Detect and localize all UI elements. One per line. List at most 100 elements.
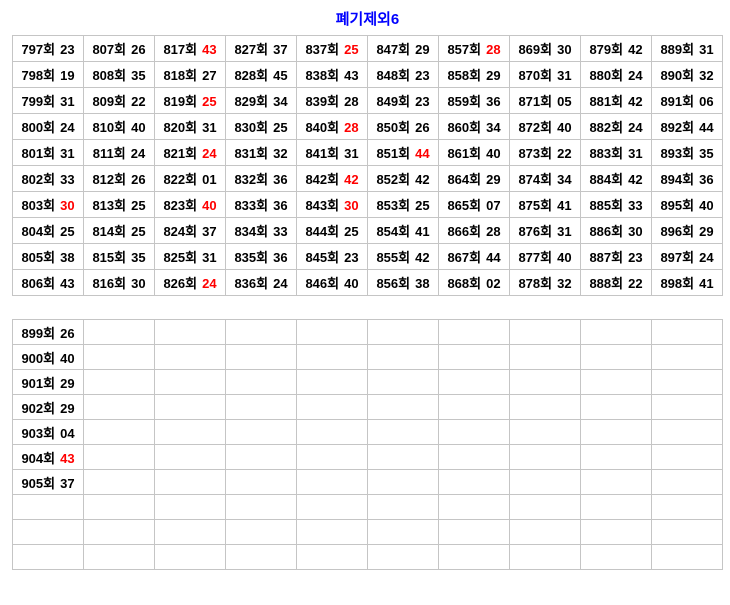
draw-number-label: 824회 (163, 224, 198, 239)
draw-value: 22 (628, 276, 643, 291)
empty-cell (651, 344, 723, 370)
draw-cell: 830회 25 (225, 113, 297, 140)
draw-number-label: 814회 (92, 224, 127, 239)
draw-number-label: 853회 (376, 198, 411, 213)
empty-cell (154, 469, 226, 495)
empty-cell (651, 544, 723, 570)
draw-value: 32 (273, 146, 288, 161)
draw-cell: 888회 22 (580, 269, 652, 296)
draw-cell: 825회 31 (154, 243, 226, 270)
empty-cell (83, 319, 155, 345)
draw-number-label: 860회 (447, 120, 482, 135)
draw-cell: 866회 28 (438, 217, 510, 244)
empty-cell (651, 444, 723, 470)
draw-number-label: 839회 (305, 94, 340, 109)
empty-cell (154, 394, 226, 420)
draw-cell: 887회 23 (580, 243, 652, 270)
draw-cell: 873회 22 (509, 139, 581, 166)
empty-cell (83, 394, 155, 420)
draw-cell: 817회 43 (154, 35, 226, 62)
draw-cell: 882회 24 (580, 113, 652, 140)
draw-number-label: 866회 (447, 224, 482, 239)
draw-number-label: 881회 (589, 94, 624, 109)
draw-cell: 864회 29 (438, 165, 510, 192)
empty-cell (225, 469, 297, 495)
draw-cell: 820회 31 (154, 113, 226, 140)
draw-cell: 883회 31 (580, 139, 652, 166)
empty-cell (296, 394, 368, 420)
draw-cell: 868회 02 (438, 269, 510, 296)
empty-cell (154, 369, 226, 395)
draw-value: 35 (131, 68, 146, 83)
empty-cell (580, 394, 652, 420)
draw-number-label: 815회 (92, 250, 127, 265)
draw-cell: 821회 24 (154, 139, 226, 166)
draw-cell: 826회 24 (154, 269, 226, 296)
draw-cell: 849회 23 (367, 87, 439, 114)
draw-value: 29 (486, 68, 501, 83)
table-row: 901회 29 (12, 369, 723, 395)
draw-cell: 850회 26 (367, 113, 439, 140)
draw-number-label: 880회 (589, 68, 624, 83)
draw-value: 26 (60, 325, 75, 341)
empty-cell (367, 344, 439, 370)
draw-number-label: 902회 (21, 400, 56, 416)
draw-value: 34 (486, 120, 501, 135)
empty-cell (296, 469, 368, 495)
draw-cell: 867회 44 (438, 243, 510, 270)
draw-value: 26 (415, 120, 430, 135)
draw-cell: 800회 24 (12, 113, 84, 140)
draw-number-label: 864회 (447, 172, 482, 187)
table-row: 902회 29 (12, 394, 723, 420)
draw-number-label: 813회 (92, 198, 127, 213)
draw-number-label: 888회 (589, 276, 624, 291)
empty-cell (225, 544, 297, 570)
draw-cell: 831회 32 (225, 139, 297, 166)
empty-cell (225, 369, 297, 395)
draw-number-label: 817회 (163, 42, 198, 57)
draw-number-label: 884회 (589, 172, 624, 187)
draw-value: 30 (60, 198, 75, 213)
table-row: 900회 40 (12, 344, 723, 370)
draw-cell: 809회 22 (83, 87, 155, 114)
draw-number-label: 882회 (589, 120, 624, 135)
draw-value: 40 (60, 350, 75, 366)
draw-number-label: 826회 (163, 276, 198, 291)
empty-cell (580, 319, 652, 345)
empty-cell (651, 419, 723, 445)
draw-value: 41 (415, 224, 430, 239)
empty-cell (438, 319, 510, 345)
draw-number-label: 879회 (589, 42, 624, 57)
draw-value: 29 (486, 172, 501, 187)
draw-value: 24 (273, 276, 288, 291)
table-row: 802회 33 812회 26 822회 01 832회 36 842회 42 852회 42 864회… (12, 165, 723, 192)
draw-value: 28 (486, 224, 501, 239)
empty-cell (12, 544, 84, 570)
draw-cell: 891회 06 (651, 87, 723, 114)
draw-value: 24 (202, 146, 217, 161)
empty-cell (651, 469, 723, 495)
draw-cell: 827회 37 (225, 35, 297, 62)
empty-cell (651, 319, 723, 345)
draw-number-label: 828회 (234, 68, 269, 83)
empty-cell (509, 394, 581, 420)
draw-cell: 875회 41 (509, 191, 581, 218)
table-row: 899회 26 (12, 319, 723, 345)
draw-cell: 842회 42 (296, 165, 368, 192)
draw-value: 24 (60, 120, 75, 135)
draw-number-label: 825회 (163, 250, 198, 265)
draw-value: 31 (557, 68, 572, 83)
draw-value: 23 (344, 250, 359, 265)
empty-cell (509, 494, 581, 520)
draw-number-label: 835회 (234, 250, 269, 265)
draw-cell: 890회 32 (651, 61, 723, 88)
draw-value: 23 (628, 250, 643, 265)
draw-value: 05 (557, 94, 572, 109)
draw-cell: 848회 23 (367, 61, 439, 88)
draw-cell: 836회 24 (225, 269, 297, 296)
draw-cell: 833회 36 (225, 191, 297, 218)
draws-table-upper: 797회 23 807회 26 817회 43 827회 37 837회 25 847회 29 857회… (12, 35, 723, 296)
draw-cell: 881회 42 (580, 87, 652, 114)
draw-number-label: 872회 (518, 120, 553, 135)
draw-cell: 869회 30 (509, 35, 581, 62)
